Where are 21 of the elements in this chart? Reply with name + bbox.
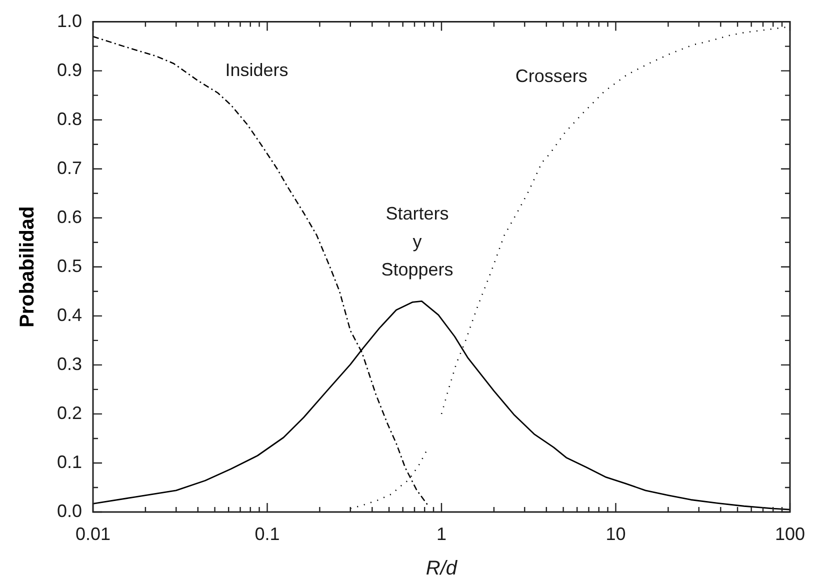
y-tick-label: 0.4 — [56, 304, 82, 325]
x-tick-label: 1 — [436, 524, 446, 544]
x-axis-title: R/d — [426, 558, 458, 580]
x-tick-label: 0.01 — [75, 524, 111, 544]
y-tick-label: 0.2 — [56, 402, 82, 423]
series-label: Insiders — [225, 60, 288, 80]
y-tick-label: 0.7 — [56, 158, 82, 178]
y-tick-label: 0.8 — [56, 108, 82, 129]
x-tick-label: 10 — [606, 524, 626, 544]
series-label: Crossers — [515, 66, 588, 86]
x-tick-label: 0.1 — [254, 524, 280, 544]
y-tick-label: 0.5 — [56, 256, 82, 276]
y-tick-label: 0.6 — [56, 206, 82, 227]
y-tick-label: 0.1 — [56, 452, 82, 472]
x-tick-label: 100 — [774, 524, 806, 544]
y-axis-title: Probabilidad — [16, 206, 39, 328]
y-tick-label: 0.9 — [56, 60, 82, 80]
series-label: Starters y Stoppers — [381, 203, 454, 280]
y-tick-label: 0.0 — [56, 500, 82, 521]
y-tick-label: 1.0 — [56, 10, 82, 31]
y-tick-label: 0.3 — [56, 354, 82, 374]
